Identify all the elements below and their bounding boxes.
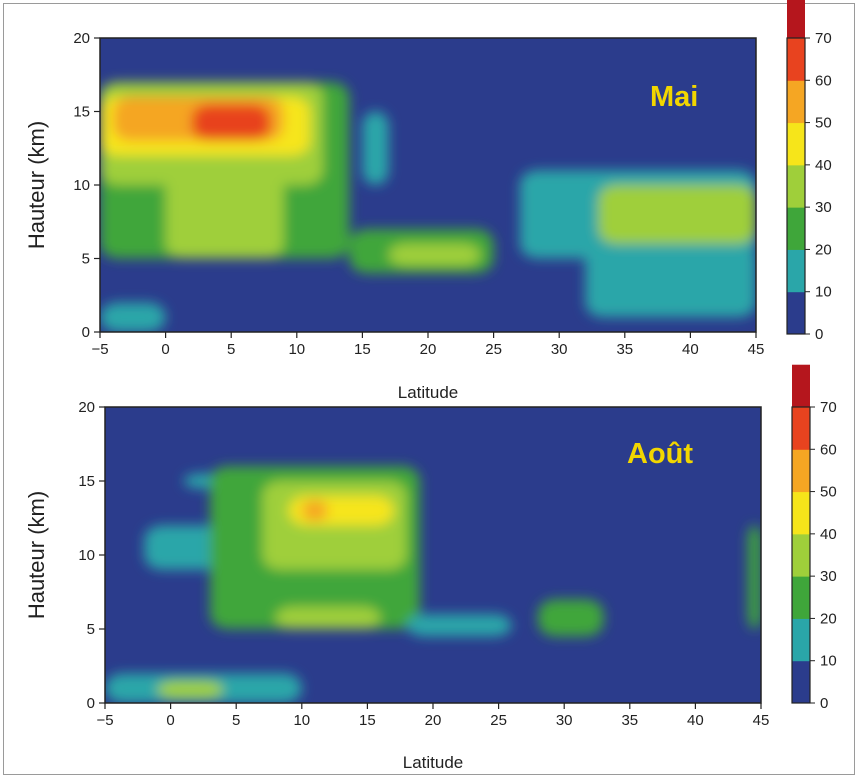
colorbar-tick-label: 30: [815, 199, 832, 216]
colorbar-tick-label: 60: [820, 441, 837, 458]
colorbar-border: [791, 406, 811, 704]
month-label: Août: [627, 438, 693, 470]
colorbar-tick-label: 70: [815, 30, 832, 47]
x-tick-label: 25: [490, 712, 507, 729]
colorbar-swatch: [787, 291, 805, 335]
colorbar-tick-label: 70: [820, 399, 837, 416]
y-tick-label: 10: [73, 177, 90, 194]
colorbar-swatch: [792, 407, 810, 450]
y-tick-label: 5: [82, 251, 90, 268]
contour-region: [157, 680, 224, 699]
contour-region: [100, 302, 166, 332]
colorbar-swatch: [787, 0, 805, 39]
y-tick-label: 15: [78, 473, 95, 490]
contour-fill-layer: [100, 82, 756, 332]
y-axis-label: Hauteur (km): [24, 491, 49, 619]
x-tick-label: 5: [227, 341, 235, 358]
colorbar-swatch: [792, 660, 810, 704]
contour-region: [262, 481, 407, 570]
colorbar-swatch: [792, 364, 810, 408]
y-tick-label: 0: [87, 695, 95, 712]
contour-region: [275, 606, 381, 629]
colorbar-swatch: [792, 491, 810, 535]
colorbar-swatch: [787, 249, 805, 293]
colorbar-swatch: [787, 38, 805, 81]
x-axis: −5 0 5 10 15 20 25 30 35 40 45: [96, 703, 769, 729]
x-tick-label: 30: [551, 341, 568, 358]
x-tick-label: 0: [166, 712, 174, 729]
colorbar-tick-label: 10: [815, 284, 832, 301]
x-tick-label: 35: [621, 712, 638, 729]
colorbar-tick-label: 50: [815, 115, 832, 132]
x-tick-label: 0: [161, 341, 169, 358]
x-tick-label: 10: [288, 341, 305, 358]
x-tick-label: 15: [354, 341, 371, 358]
colorbar-swatch: [792, 449, 810, 493]
contour-region: [585, 243, 756, 318]
figure-frame: [3, 3, 855, 775]
colorbar-tick-label: 30: [820, 568, 837, 585]
colorbar-tick-label: 10: [820, 653, 837, 670]
contour-region: [388, 243, 481, 266]
contour-region: [362, 111, 389, 185]
contour-region: [747, 525, 761, 629]
y-tick-label: 15: [73, 104, 90, 121]
colorbar-swatch: [787, 207, 805, 250]
x-tick-label: 25: [485, 341, 502, 358]
x-tick-label: 45: [753, 712, 770, 729]
contour-region: [598, 185, 756, 244]
contour-region: [191, 104, 271, 141]
contour-region: [301, 500, 329, 521]
contour-region: [144, 525, 224, 570]
contour-fill-layer: [105, 466, 761, 703]
contour-region: [537, 599, 604, 637]
colorbar-tick-label: 50: [820, 484, 837, 501]
colorbar-swatch: [792, 618, 810, 662]
x-tick-label: 40: [682, 341, 699, 358]
x-tick-label: 15: [359, 712, 376, 729]
colorbar-swatch: [792, 533, 810, 577]
x-tick-label: 30: [556, 712, 573, 729]
x-tick-label: −5: [91, 341, 108, 358]
colorbar-tick-label: 0: [815, 326, 823, 343]
colorbar-swatch: [787, 80, 805, 124]
y-tick-label: 20: [78, 399, 95, 416]
colorbar-tick-label: 20: [815, 241, 832, 258]
x-axis: −5 0 5 10 15 20 25 30 35 40 45: [91, 332, 764, 358]
colorbar-swatch: [787, 164, 805, 208]
x-tick-label: 40: [687, 712, 704, 729]
x-tick-label: 20: [420, 341, 437, 358]
colorbar: 0 10 20 30 40 50 60 70: [791, 364, 837, 712]
x-axis-label: Latitude: [403, 753, 464, 772]
colorbar-swatch: [787, 122, 805, 166]
contour-region: [406, 614, 512, 637]
colorbar-tick-label: 60: [815, 72, 832, 89]
colorbar-tick-label: 0: [820, 695, 828, 712]
month-label: Mai: [650, 81, 698, 113]
y-tick-label: 10: [78, 547, 95, 564]
x-tick-label: 10: [293, 712, 310, 729]
x-tick-label: 35: [616, 341, 633, 358]
colorbar-border: [786, 37, 806, 335]
x-tick-label: 5: [232, 712, 240, 729]
y-tick-label: 0: [82, 324, 90, 341]
y-axis-label: Hauteur (km): [24, 121, 49, 249]
colorbar-tick-label: 40: [820, 526, 837, 543]
x-axis-label: Latitude: [398, 383, 459, 402]
x-tick-label: 45: [748, 341, 765, 358]
x-tick-label: 20: [425, 712, 442, 729]
x-tick-label: −5: [96, 712, 113, 729]
y-axis: 0 5 10 15 20: [73, 30, 100, 341]
contour-region: [165, 155, 284, 259]
y-tick-label: 5: [87, 621, 95, 638]
y-axis: 0 5 10 15 20: [78, 399, 105, 712]
colorbar-swatch: [792, 576, 810, 619]
colorbar: 0 10 20 30 40 50 60 70: [786, 0, 832, 343]
y-tick-label: 20: [73, 30, 90, 47]
colorbar-tick-label: 20: [820, 610, 837, 627]
colorbar-tick-label: 40: [815, 157, 832, 174]
